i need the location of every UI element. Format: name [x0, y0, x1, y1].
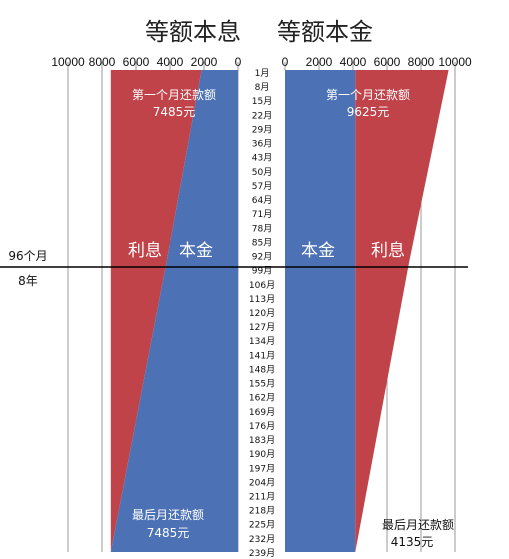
right-first-month-label: 第一个月还款额 [326, 88, 410, 102]
right-principal-area [285, 70, 356, 552]
right-x-tick: 10000 [438, 55, 472, 69]
month-label: 106月 [249, 280, 275, 291]
right-x-tick: 2000 [306, 55, 333, 69]
right-x-tick: 4000 [340, 55, 367, 69]
left-x-ticks: 10000 8000 6000 4000 2000 0 [51, 55, 241, 69]
month-label: 155月 [249, 379, 275, 390]
month-label: 176月 [249, 421, 275, 432]
left-x-tick: 0 [235, 55, 242, 69]
right-x-tick: 0 [282, 55, 289, 69]
month-label: 50月 [252, 167, 272, 178]
left-x-tick: 10000 [51, 55, 85, 69]
left-first-month-label: 第一个月还款额 [132, 88, 216, 102]
month-label: 211月 [249, 492, 275, 503]
month-label: 197月 [249, 463, 275, 474]
left-x-tick: 6000 [123, 55, 150, 69]
month-label: 120月 [249, 308, 275, 319]
month-label: 190月 [249, 449, 275, 460]
month-label: 29月 [252, 125, 272, 136]
month-label: 43月 [252, 153, 272, 164]
right-last-month-amount: 4135元 [391, 535, 434, 549]
month-label: 15月 [252, 96, 272, 107]
divider-label-months: 96个月 [8, 249, 47, 263]
left-first-month-amount: 7485元 [153, 105, 196, 119]
month-label: 64月 [252, 195, 272, 206]
right-first-month-amount: 9625元 [347, 105, 390, 119]
right-x-ticks: 0 2000 4000 6000 8000 10000 [282, 55, 472, 69]
right-last-month-label: 最后月还款额 [382, 518, 454, 532]
divider-label-years: 8年 [18, 274, 38, 288]
month-label: 162月 [249, 393, 275, 404]
right-chart-title: 等额本金 [277, 18, 373, 46]
month-labels: 1月 8月 15月 22月 29月 36月 43月 50月 57月 64月 71月 78月 85月 92月… [249, 68, 275, 559]
left-interest-label: 利息 [128, 241, 162, 261]
left-x-tick: 8000 [89, 55, 116, 69]
month-label: 57月 [252, 181, 272, 192]
month-label: 232月 [249, 534, 275, 545]
left-last-month-amount: 7485元 [147, 526, 190, 540]
left-chart-title: 等额本息 [145, 18, 241, 46]
right-chart-areas [285, 70, 449, 552]
month-label: 113月 [249, 294, 275, 305]
right-x-tick: 8000 [408, 55, 435, 69]
left-principal-area [110, 70, 238, 552]
left-x-tick: 2000 [191, 55, 218, 69]
left-principal-label: 本金 [179, 241, 213, 261]
month-label: 99月 [252, 266, 272, 277]
month-label: 127月 [249, 322, 275, 333]
month-label: 141月 [249, 350, 275, 361]
month-label: 148月 [249, 365, 275, 376]
left-last-month-label: 最后月还款额 [132, 508, 204, 522]
month-label: 134月 [249, 336, 275, 347]
month-label: 169月 [249, 407, 275, 418]
month-label: 1月 [255, 68, 270, 79]
month-label: 85月 [252, 237, 272, 248]
month-label: 71月 [252, 209, 272, 220]
right-interest-label: 利息 [371, 241, 405, 261]
right-interest-area [355, 70, 449, 552]
left-interest-area [110, 70, 202, 552]
month-label: 183月 [249, 435, 275, 446]
right-x-tick: 6000 [374, 55, 401, 69]
left-x-tick: 4000 [157, 55, 184, 69]
left-chart-areas [110, 70, 238, 552]
month-label: 204月 [249, 477, 275, 488]
month-label: 22月 [252, 110, 272, 121]
month-label: 239月 [249, 548, 275, 559]
month-label: 8月 [255, 82, 270, 93]
month-column-background [239, 70, 285, 552]
month-label: 218月 [249, 506, 275, 517]
month-label: 225月 [249, 520, 275, 531]
month-label: 36月 [252, 139, 272, 150]
month-label: 92月 [252, 252, 272, 263]
right-principal-label: 本金 [301, 241, 335, 261]
month-label: 78月 [252, 223, 272, 234]
